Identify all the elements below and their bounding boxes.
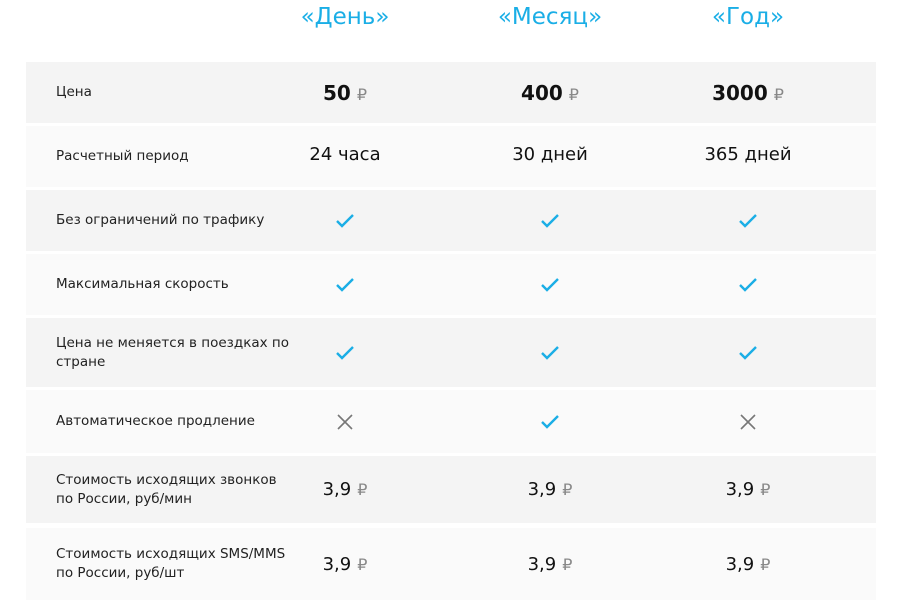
table-row: Максимальная скорость [26, 254, 876, 315]
check-icon [541, 345, 559, 360]
row-label: Автоматическое продление [56, 413, 255, 429]
value-text: 3000 [712, 80, 768, 105]
value-text: 3,9 [527, 479, 557, 500]
value-text: 3,9 [527, 553, 557, 575]
ruble-icon: ₽ [760, 480, 771, 499]
ruble-icon: ₽ [356, 84, 368, 104]
value-text: 3,9 [725, 479, 755, 500]
row-value: 3,9 ₽ [726, 554, 771, 575]
row-label: Стоимость исходящих SMS/MMS по России, р… [56, 546, 286, 581]
row-value: 24 часа [309, 144, 380, 165]
row-value: 3000 ₽ [712, 81, 784, 105]
value-text: 365 дней [704, 144, 792, 165]
row-value: 50 ₽ [323, 81, 367, 105]
check-icon [739, 213, 757, 228]
check-icon [541, 277, 559, 292]
ruble-icon: ₽ [773, 84, 784, 104]
row-label: Стоимость исходящих звонков по России, р… [56, 471, 277, 507]
ruble-icon: ₽ [357, 554, 368, 574]
check-icon [541, 213, 559, 228]
row-value: 3,9 ₽ [323, 554, 368, 575]
row-value: 3,9 ₽ [726, 479, 771, 500]
value-text: 3,9 [322, 479, 352, 500]
cross-icon [740, 413, 756, 430]
value-text: 3,9 [725, 553, 755, 575]
ruble-icon: ₽ [562, 480, 573, 499]
table-row: Без ограничений по трафику [26, 190, 876, 251]
row-label: Расчетный период [56, 148, 189, 164]
check-icon [541, 414, 559, 429]
row-value: 3,9 ₽ [528, 554, 573, 575]
cross-icon [337, 413, 353, 430]
row-label: Цена не меняется в поездках по стране [56, 334, 289, 370]
value-text: 24 часа [309, 144, 381, 165]
ruble-icon: ₽ [568, 84, 579, 104]
table-row: Стоимость исходящих звонков по России, р… [26, 456, 876, 523]
ruble-icon: ₽ [357, 480, 368, 499]
check-icon [336, 213, 354, 228]
plan-year-header: «Год» [711, 4, 785, 30]
row-value: 365 дней [704, 144, 791, 165]
row-label: Максимальная скорость [56, 276, 229, 292]
check-icon [336, 345, 354, 360]
value-text: 50 [322, 80, 351, 105]
row-value: 30 дней [512, 144, 588, 165]
table-row: Цена не меняется в поездках по стране [26, 318, 876, 387]
check-icon [336, 277, 354, 292]
value-text: 30 дней [512, 144, 588, 165]
value-text: 3,9 [322, 553, 352, 575]
row-label: Цена [56, 84, 92, 100]
plan-day-header: «День» [300, 4, 390, 30]
ruble-icon: ₽ [760, 554, 771, 574]
ruble-icon: ₽ [562, 554, 573, 574]
row-label: Без ограничений по трафику [56, 212, 265, 228]
table-row: Цена 50 ₽400 ₽3000 ₽ [26, 62, 876, 123]
row-value: 400 ₽ [521, 81, 579, 105]
check-icon [739, 345, 757, 360]
value-text: 400 [521, 80, 563, 105]
plan-month-header: «Месяц» [497, 4, 603, 30]
table-row: Автоматическое продление [26, 390, 876, 453]
row-value: 3,9 ₽ [323, 479, 368, 500]
table-row: Расчетный период 24 часа 30 дней 365 дней [26, 126, 876, 187]
table-row: Стоимость исходящих SMS/MMS по России, р… [26, 528, 876, 600]
check-icon [739, 277, 757, 292]
row-value: 3,9 ₽ [528, 479, 573, 500]
